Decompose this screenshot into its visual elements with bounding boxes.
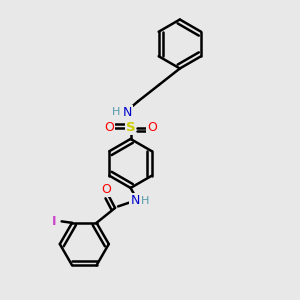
- Text: H: H: [141, 196, 150, 206]
- Text: O: O: [101, 183, 111, 196]
- Text: O: O: [148, 121, 157, 134]
- Text: H: H: [112, 107, 120, 117]
- Text: N: N: [130, 194, 140, 207]
- Text: N: N: [122, 106, 132, 119]
- Text: S: S: [126, 121, 135, 134]
- Text: I: I: [52, 215, 56, 228]
- Text: O: O: [104, 121, 114, 134]
